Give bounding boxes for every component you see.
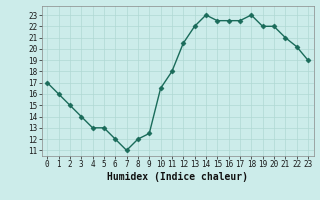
X-axis label: Humidex (Indice chaleur): Humidex (Indice chaleur) — [107, 172, 248, 182]
